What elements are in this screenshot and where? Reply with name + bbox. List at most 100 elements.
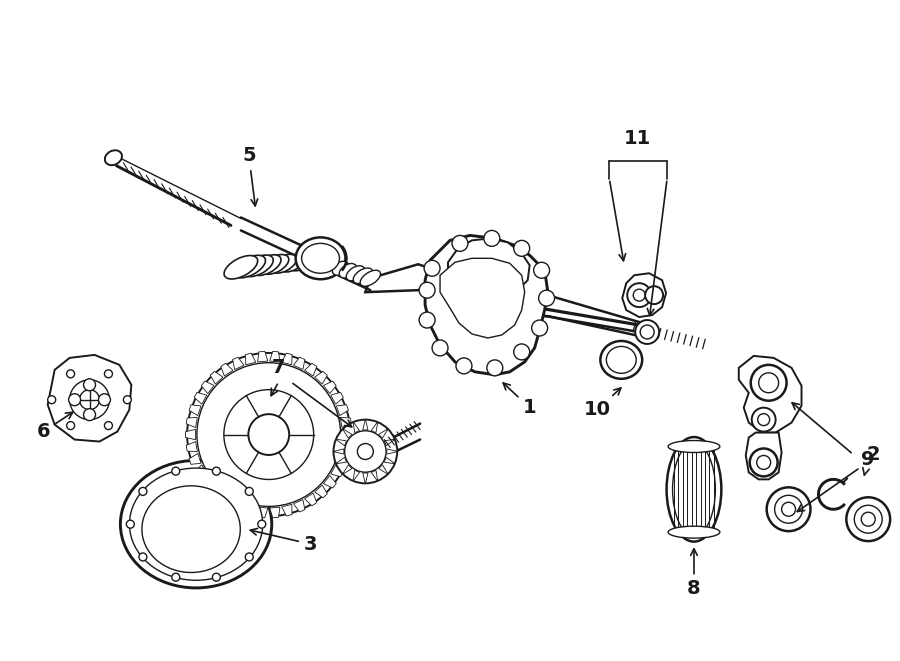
Circle shape <box>104 370 112 378</box>
Circle shape <box>257 520 266 528</box>
Circle shape <box>67 422 75 430</box>
Circle shape <box>357 444 374 459</box>
Polygon shape <box>246 504 256 516</box>
Ellipse shape <box>142 486 240 572</box>
Ellipse shape <box>668 440 720 453</box>
Ellipse shape <box>600 341 643 379</box>
Ellipse shape <box>289 254 312 271</box>
Circle shape <box>759 373 778 393</box>
Circle shape <box>334 420 397 483</box>
Circle shape <box>224 389 314 479</box>
Circle shape <box>758 414 770 426</box>
Polygon shape <box>363 419 368 430</box>
Ellipse shape <box>105 150 122 165</box>
Polygon shape <box>340 442 351 451</box>
Circle shape <box>750 449 778 477</box>
Ellipse shape <box>243 255 274 277</box>
Polygon shape <box>304 493 317 506</box>
Polygon shape <box>194 465 207 477</box>
Polygon shape <box>448 239 530 295</box>
Circle shape <box>635 320 659 344</box>
Circle shape <box>212 573 220 581</box>
Polygon shape <box>384 439 395 446</box>
Ellipse shape <box>667 437 722 541</box>
Circle shape <box>487 360 503 376</box>
Polygon shape <box>211 371 223 384</box>
Polygon shape <box>336 457 346 464</box>
Polygon shape <box>342 428 352 438</box>
Circle shape <box>861 512 875 526</box>
Ellipse shape <box>280 254 304 272</box>
Circle shape <box>68 394 81 406</box>
Polygon shape <box>535 295 639 336</box>
Circle shape <box>514 344 530 360</box>
Polygon shape <box>353 422 359 432</box>
Circle shape <box>781 502 796 516</box>
Circle shape <box>645 286 663 304</box>
Circle shape <box>514 241 530 256</box>
Circle shape <box>538 290 554 306</box>
Polygon shape <box>315 485 328 498</box>
Circle shape <box>775 495 803 524</box>
Circle shape <box>419 282 435 298</box>
Polygon shape <box>746 432 781 479</box>
Polygon shape <box>387 449 398 454</box>
Polygon shape <box>189 453 201 464</box>
Circle shape <box>534 262 550 278</box>
Circle shape <box>424 260 440 276</box>
Circle shape <box>123 396 131 404</box>
Polygon shape <box>270 352 280 362</box>
Circle shape <box>246 553 253 561</box>
Circle shape <box>98 394 111 406</box>
Circle shape <box>79 390 100 410</box>
Polygon shape <box>194 393 207 404</box>
Circle shape <box>104 422 112 430</box>
Circle shape <box>248 414 289 455</box>
Circle shape <box>126 520 134 528</box>
Polygon shape <box>304 364 317 376</box>
Circle shape <box>456 358 472 374</box>
Circle shape <box>84 379 95 391</box>
Polygon shape <box>365 264 430 292</box>
Polygon shape <box>315 371 328 384</box>
Polygon shape <box>337 405 348 416</box>
Circle shape <box>432 340 448 356</box>
Polygon shape <box>48 355 131 442</box>
Polygon shape <box>293 357 305 369</box>
Polygon shape <box>202 475 214 488</box>
Polygon shape <box>186 418 197 428</box>
Polygon shape <box>440 258 525 338</box>
Polygon shape <box>622 273 666 317</box>
Text: 1: 1 <box>503 383 536 417</box>
Circle shape <box>345 431 386 472</box>
Polygon shape <box>333 449 344 454</box>
Ellipse shape <box>224 256 257 279</box>
Circle shape <box>627 283 652 307</box>
Polygon shape <box>185 430 195 440</box>
Ellipse shape <box>296 237 346 279</box>
Circle shape <box>139 487 147 495</box>
Circle shape <box>484 231 500 247</box>
Ellipse shape <box>121 461 272 588</box>
Ellipse shape <box>360 270 381 286</box>
Circle shape <box>757 455 770 469</box>
Polygon shape <box>331 465 344 477</box>
Polygon shape <box>340 418 351 428</box>
Text: 6: 6 <box>37 412 73 441</box>
Circle shape <box>752 408 776 432</box>
Polygon shape <box>186 442 197 451</box>
Circle shape <box>419 312 435 328</box>
Text: 7: 7 <box>272 358 285 377</box>
Polygon shape <box>270 507 280 518</box>
Polygon shape <box>336 439 346 446</box>
Circle shape <box>172 573 180 581</box>
Polygon shape <box>257 352 268 362</box>
Polygon shape <box>257 507 268 518</box>
Circle shape <box>846 497 890 541</box>
Polygon shape <box>233 357 244 369</box>
Circle shape <box>69 380 110 420</box>
Polygon shape <box>323 381 337 393</box>
Polygon shape <box>282 353 292 365</box>
Text: 10: 10 <box>584 388 621 419</box>
Circle shape <box>84 408 95 420</box>
